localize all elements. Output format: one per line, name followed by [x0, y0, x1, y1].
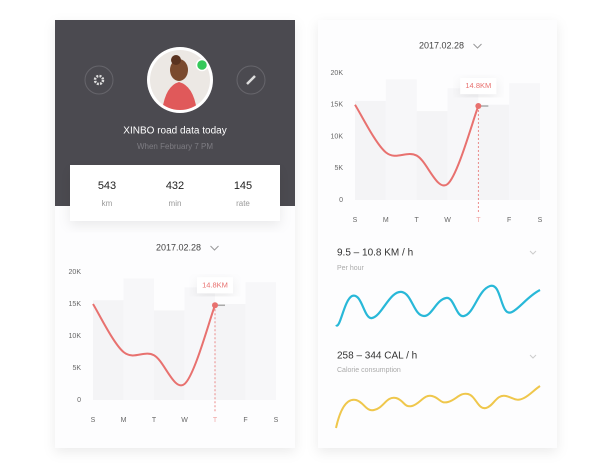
y-tick-label: 15K [331, 102, 344, 109]
x-tick-label: T [152, 417, 157, 424]
line-series [354, 104, 480, 187]
backdrop-column [215, 304, 246, 400]
backdrop-column [478, 104, 510, 200]
annotation-box [197, 277, 233, 294]
y-tick-label: 15K [69, 301, 82, 308]
line-series [92, 303, 216, 387]
x-tick-label: S [538, 217, 543, 224]
annotation-box [460, 78, 497, 95]
backdrop-column [447, 88, 479, 200]
y-tick-label: 5K [334, 165, 343, 172]
backdrop-column [123, 278, 154, 400]
y-tick-label: 0 [339, 197, 343, 204]
metric-title: 258 – 344 CAL / h [337, 351, 417, 362]
calorie-wave [335, 385, 541, 429]
settings-button[interactable] [84, 65, 114, 95]
highlight-point [212, 302, 218, 309]
avatar [147, 47, 213, 113]
y-tick-label: 0 [77, 397, 81, 404]
backdrop-column [385, 79, 417, 200]
x-tick-label: M [121, 417, 127, 424]
highlight-point [475, 103, 482, 110]
x-tick-label: F [507, 217, 511, 224]
x-tick-label: T [476, 217, 481, 224]
backdrop-column [154, 310, 185, 400]
x-tick-label: F [243, 417, 247, 424]
backdrop-column [355, 100, 386, 200]
stat-value: 145 [234, 180, 252, 192]
stat-label: km [102, 199, 113, 208]
y-tick-label: 20K [331, 70, 344, 77]
date-dropdown[interactable] [210, 245, 219, 251]
metric-subtitle: Calorie consumption [337, 367, 401, 374]
annotation: 14.8KM [465, 81, 491, 90]
y-tick-label: 20K [69, 269, 82, 276]
date-label: 2017.02.28 [419, 40, 464, 50]
backdrop-column [93, 300, 124, 400]
backdrop-column [245, 282, 276, 400]
user-title: XINBO road data today [123, 126, 226, 137]
stat-value: 543 [98, 180, 116, 192]
stat-label: rate [236, 199, 250, 208]
y-tick-label: 10K [69, 333, 82, 340]
metric-toggle[interactable] [529, 250, 537, 255]
x-tick-label: M [383, 217, 389, 224]
user-subtitle: When February 7 PM [137, 142, 213, 151]
y-tick-label: 10K [331, 133, 344, 140]
y-tick-label: 5K [72, 365, 81, 372]
x-tick-label: S [274, 417, 279, 424]
x-tick-label: W [444, 217, 451, 224]
edit-button[interactable] [236, 65, 266, 95]
x-tick-label: W [181, 417, 188, 424]
x-tick-label: T [213, 417, 218, 424]
metric-title: 9.5 – 10.8 KM / h [337, 248, 413, 259]
stat-value: 432 [166, 180, 184, 192]
backdrop-column [184, 287, 215, 400]
x-tick-label: S [353, 217, 358, 224]
stats-card [70, 165, 280, 221]
metric-subtitle: Per hour [337, 265, 365, 272]
annotation: 14.8KM [202, 280, 228, 289]
backdrop-column [509, 83, 540, 200]
x-tick-label: T [415, 217, 420, 224]
speed-wave [334, 284, 541, 327]
date-label: 2017.02.28 [156, 242, 201, 252]
x-tick-label: S [91, 417, 96, 424]
backdrop-column [416, 111, 448, 200]
date-dropdown[interactable] [473, 43, 482, 49]
stat-label: min [169, 199, 182, 208]
metric-toggle[interactable] [529, 354, 537, 359]
